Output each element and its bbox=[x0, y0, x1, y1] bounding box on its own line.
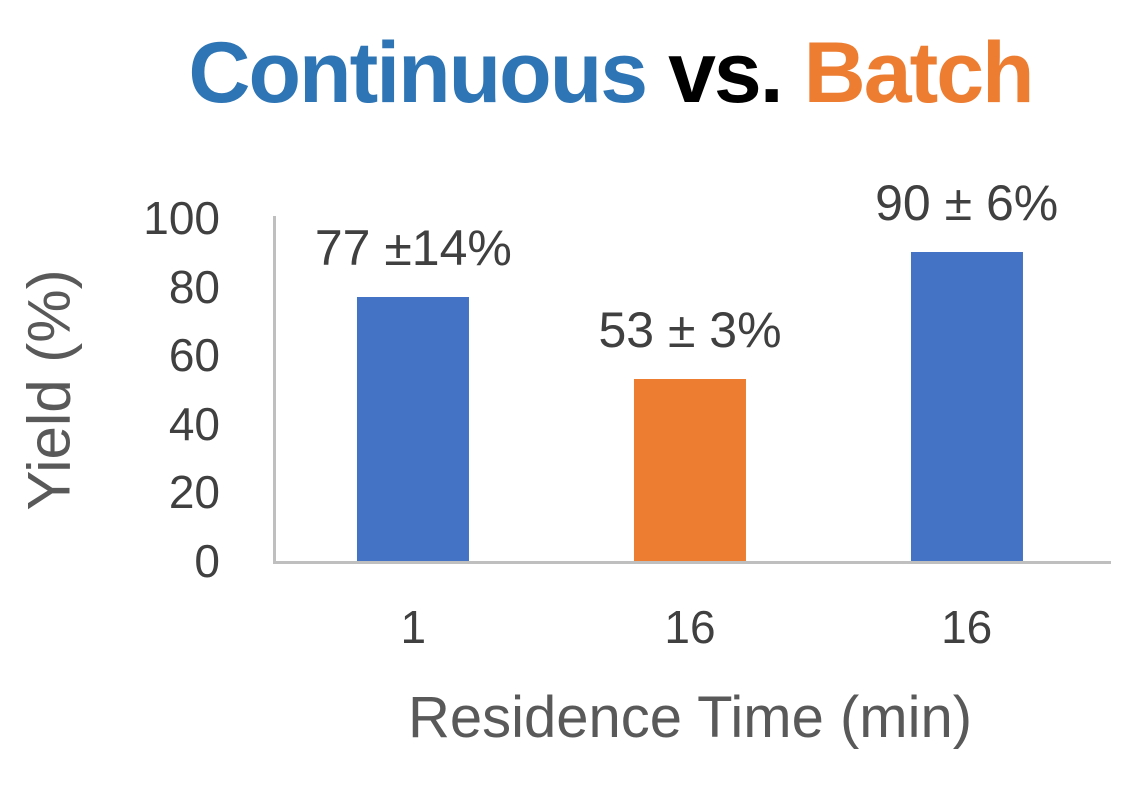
chart-title: Continuous vs. Batch bbox=[0, 26, 1126, 121]
x-axis-title-text: Residence Time (min) bbox=[407, 685, 973, 750]
title-batch: Batch bbox=[803, 25, 1035, 121]
y-tick-label-80: 80 bbox=[168, 260, 220, 313]
y-tick-label-40: 40 bbox=[168, 397, 220, 450]
bar-data-label-2: 53 ± 3% bbox=[598, 302, 782, 359]
plot-area: 77 ±14% 53 ± 3% 90 ± 6% bbox=[275, 178, 1105, 561]
x-tick-label-1: 1 bbox=[400, 601, 427, 653]
x-axis-ticks: 1 16 16 bbox=[275, 604, 1105, 664]
bar-data-label-3: 90 ± 6% bbox=[875, 175, 1059, 232]
y-tick-label-100: 100 bbox=[143, 192, 220, 244]
y-tick-label-0: 0 bbox=[194, 535, 220, 587]
x-tick-label-2: 16 bbox=[664, 601, 716, 653]
x-tick-label-3: 16 bbox=[941, 601, 993, 653]
y-tick-label-20: 20 bbox=[168, 466, 220, 519]
bar-3 bbox=[910, 252, 1023, 561]
x-axis-line bbox=[273, 561, 1111, 564]
y-axis-line bbox=[273, 216, 276, 564]
bar-data-label-1: 77 ±14% bbox=[314, 219, 512, 276]
y-axis-ticks: 0 20 40 60 80 100 bbox=[60, 195, 220, 584]
y-tick-label-60: 60 bbox=[168, 329, 220, 382]
bar-2 bbox=[633, 379, 747, 561]
title-continuous: Continuous bbox=[188, 25, 648, 121]
bar-1 bbox=[357, 296, 470, 561]
title-vs: vs. bbox=[668, 25, 784, 121]
x-axis-title: Residence Time (min) bbox=[275, 683, 1105, 753]
